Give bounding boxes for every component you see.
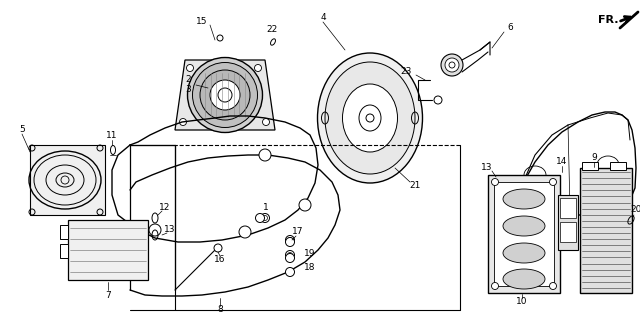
Bar xyxy=(580,168,632,293)
Text: 13: 13 xyxy=(481,163,493,173)
Text: 13: 13 xyxy=(164,226,176,234)
Ellipse shape xyxy=(210,80,240,110)
Bar xyxy=(60,225,68,239)
Text: 4: 4 xyxy=(320,14,326,22)
Bar xyxy=(494,182,554,286)
Bar xyxy=(560,198,576,218)
Ellipse shape xyxy=(285,236,294,244)
Text: 22: 22 xyxy=(266,26,278,35)
Ellipse shape xyxy=(285,267,294,277)
Ellipse shape xyxy=(526,216,564,232)
Ellipse shape xyxy=(259,149,271,161)
Text: 12: 12 xyxy=(159,203,171,211)
Text: 20: 20 xyxy=(630,205,640,215)
Ellipse shape xyxy=(188,58,262,133)
Text: 21: 21 xyxy=(410,180,420,190)
Ellipse shape xyxy=(503,216,545,236)
Text: 10: 10 xyxy=(516,297,528,306)
Ellipse shape xyxy=(317,53,422,183)
Ellipse shape xyxy=(503,243,545,263)
Text: 17: 17 xyxy=(292,227,304,237)
Ellipse shape xyxy=(239,226,251,238)
Ellipse shape xyxy=(434,96,442,104)
Ellipse shape xyxy=(503,189,545,209)
Ellipse shape xyxy=(262,118,269,125)
Text: 19: 19 xyxy=(304,249,316,259)
Ellipse shape xyxy=(285,254,294,262)
Bar xyxy=(60,244,68,258)
Ellipse shape xyxy=(593,208,627,222)
Polygon shape xyxy=(175,60,275,130)
Ellipse shape xyxy=(299,199,311,211)
Text: 2: 2 xyxy=(185,76,191,84)
Bar xyxy=(488,175,560,293)
Bar xyxy=(68,220,148,280)
Ellipse shape xyxy=(285,250,294,260)
Bar xyxy=(558,195,578,250)
Ellipse shape xyxy=(255,214,264,222)
Text: 5: 5 xyxy=(19,125,25,135)
Text: 6: 6 xyxy=(507,24,513,32)
Text: 14: 14 xyxy=(556,158,568,167)
Ellipse shape xyxy=(342,84,397,152)
Text: 16: 16 xyxy=(214,255,226,265)
Ellipse shape xyxy=(285,238,294,247)
Ellipse shape xyxy=(200,70,250,120)
Ellipse shape xyxy=(325,62,415,174)
Ellipse shape xyxy=(255,65,262,72)
Ellipse shape xyxy=(445,58,459,72)
Ellipse shape xyxy=(149,224,161,236)
Bar xyxy=(30,145,105,215)
Ellipse shape xyxy=(550,179,557,186)
Ellipse shape xyxy=(503,269,545,289)
Text: 11: 11 xyxy=(106,130,118,140)
Ellipse shape xyxy=(193,62,257,128)
Ellipse shape xyxy=(186,65,193,72)
Bar xyxy=(610,162,626,170)
Text: 23: 23 xyxy=(400,67,412,77)
Text: 1: 1 xyxy=(263,203,269,213)
Bar xyxy=(582,162,598,170)
Text: 7: 7 xyxy=(105,290,111,300)
Ellipse shape xyxy=(260,214,269,222)
Text: 18: 18 xyxy=(304,264,316,272)
Text: FR.: FR. xyxy=(598,15,618,25)
Ellipse shape xyxy=(550,283,557,289)
Bar xyxy=(560,222,576,242)
Text: 8: 8 xyxy=(217,306,223,314)
Ellipse shape xyxy=(179,118,186,125)
Ellipse shape xyxy=(218,88,232,102)
Ellipse shape xyxy=(492,179,499,186)
Ellipse shape xyxy=(359,105,381,131)
Text: 15: 15 xyxy=(196,18,208,26)
Ellipse shape xyxy=(441,54,463,76)
Text: 9: 9 xyxy=(591,153,597,163)
Ellipse shape xyxy=(492,283,499,289)
Text: 3: 3 xyxy=(185,85,191,94)
Ellipse shape xyxy=(214,244,222,252)
